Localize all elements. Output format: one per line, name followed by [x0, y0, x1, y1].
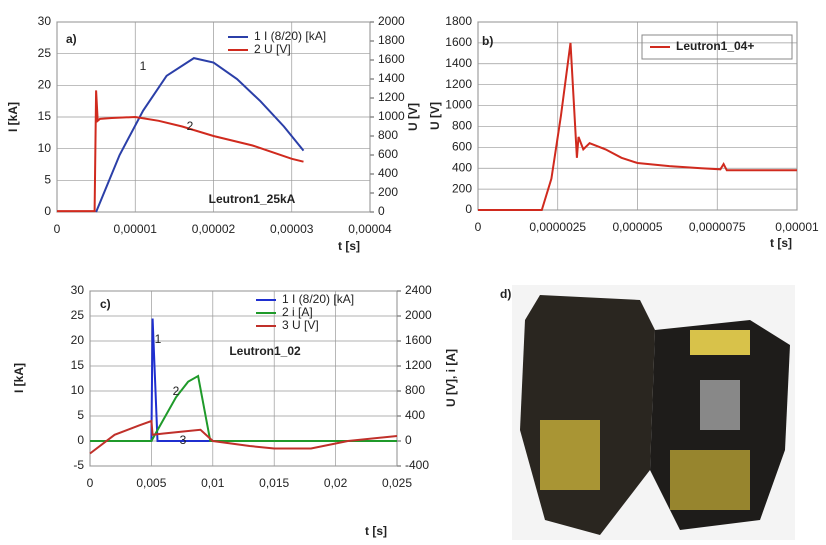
annotation: Leutron1_02 [229, 344, 301, 358]
y-tick-label: 1800 [445, 14, 472, 28]
y-tick-label: 20 [38, 78, 52, 92]
y2-tick-label: 800 [378, 128, 398, 142]
y-tick-label: 1000 [445, 98, 472, 112]
x-tick-label: 0,000005 [612, 220, 662, 234]
y2-tick-label: 400 [405, 408, 425, 422]
y-axis-label: I [kA] [6, 102, 20, 132]
y-tick-label: 30 [38, 14, 52, 28]
y-tick-label: 15 [71, 358, 85, 372]
y-tick-label: 1200 [445, 77, 472, 91]
y-tick-label: 200 [452, 181, 472, 195]
x-tick-label: 0 [54, 222, 61, 236]
y-tick-label: 1400 [445, 56, 472, 70]
y-tick-label: 30 [71, 283, 85, 297]
y-tick-label: 0 [77, 433, 84, 447]
legend-label: 3 U [V] [282, 318, 319, 332]
y2-tick-label: 1600 [378, 52, 405, 66]
y2-axis-label: U [V] [406, 103, 420, 131]
y-axis-label: I [kA] [12, 363, 26, 393]
x-tick-label: 0,0000025 [529, 220, 586, 234]
annotation: 3 [180, 433, 187, 447]
y-tick-label: 25 [71, 308, 85, 322]
y-tick-label: 600 [452, 140, 472, 154]
y2-tick-label: -400 [405, 458, 429, 472]
photo: d) [500, 285, 795, 540]
y2-tick-label: 1800 [378, 33, 405, 47]
legend-label: Leutron1_04+ [676, 39, 754, 53]
y-tick-label: 5 [77, 408, 84, 422]
legend-label: 1 I (8/20) [kA] [254, 29, 326, 43]
x-tick-label: 0,00003 [270, 222, 314, 236]
y-tick-label: -5 [73, 458, 84, 472]
y-tick-label: 1600 [445, 35, 472, 49]
x-tick-label: 0,00001 [775, 220, 819, 234]
panel-label: b) [482, 34, 493, 48]
device-part [540, 420, 600, 490]
panel-label: a) [66, 32, 77, 46]
y-tick-label: 0 [44, 204, 51, 218]
x-tick-label: 0,0000075 [689, 220, 746, 234]
y2-axis-label: U [V], i [A] [444, 349, 458, 407]
x-axis-label: t [s] [365, 524, 387, 538]
y-tick-label: 800 [452, 119, 472, 133]
y2-tick-label: 1200 [405, 358, 432, 372]
legend-label: 1 I (8/20) [kA] [282, 292, 354, 306]
x-axis-label: t [s] [770, 236, 792, 250]
x-axis-label: t [s] [338, 239, 360, 253]
y2-tick-label: 2000 [378, 14, 405, 28]
x-tick-label: 0,015 [259, 476, 289, 490]
annotation: 1 [140, 59, 147, 73]
x-tick-label: 0 [475, 220, 482, 234]
annotation: 2 [187, 119, 194, 133]
y-tick-label: 25 [38, 46, 52, 60]
x-tick-label: 0,01 [201, 476, 225, 490]
y2-tick-label: 200 [378, 185, 398, 199]
x-tick-label: 0,005 [136, 476, 166, 490]
figure: d) 0510152025300200400600800100012001400… [0, 0, 826, 540]
y2-tick-label: 800 [405, 383, 425, 397]
panel-label: c) [100, 297, 111, 311]
device-part [700, 380, 740, 430]
y-axis-label: U [V] [428, 102, 442, 130]
panel-label: d) [500, 287, 511, 301]
y2-tick-label: 2400 [405, 283, 432, 297]
y-tick-label: 400 [452, 160, 472, 174]
device-part [690, 330, 750, 355]
y2-tick-label: 1600 [405, 333, 432, 347]
x-tick-label: 0,00004 [348, 222, 392, 236]
y-tick-label: 10 [38, 141, 52, 155]
y2-tick-label: 1000 [378, 109, 405, 123]
y2-tick-label: 0 [378, 204, 385, 218]
y2-tick-label: 1400 [378, 71, 405, 85]
annotation: Leutron1_25kA [209, 192, 296, 206]
y2-tick-label: 400 [378, 166, 398, 180]
y2-tick-label: 2000 [405, 308, 432, 322]
y2-tick-label: 0 [405, 433, 412, 447]
y-tick-label: 10 [71, 383, 85, 397]
y-tick-label: 15 [38, 109, 52, 123]
x-tick-label: 0,00001 [114, 222, 158, 236]
x-tick-label: 0,00002 [192, 222, 236, 236]
x-tick-label: 0,025 [382, 476, 412, 490]
y2-tick-label: 1200 [378, 90, 405, 104]
y-tick-label: 5 [44, 173, 51, 187]
y2-tick-label: 600 [378, 147, 398, 161]
legend-label: 2 U [V] [254, 42, 291, 56]
legend-label: 2 i [A] [282, 305, 313, 319]
device-part [670, 450, 750, 510]
y-tick-label: 0 [465, 202, 472, 216]
annotation: 1 [155, 332, 162, 346]
annotation: 2 [173, 384, 180, 398]
x-tick-label: 0,02 [324, 476, 348, 490]
x-tick-label: 0 [87, 476, 94, 490]
y-tick-label: 20 [71, 333, 85, 347]
